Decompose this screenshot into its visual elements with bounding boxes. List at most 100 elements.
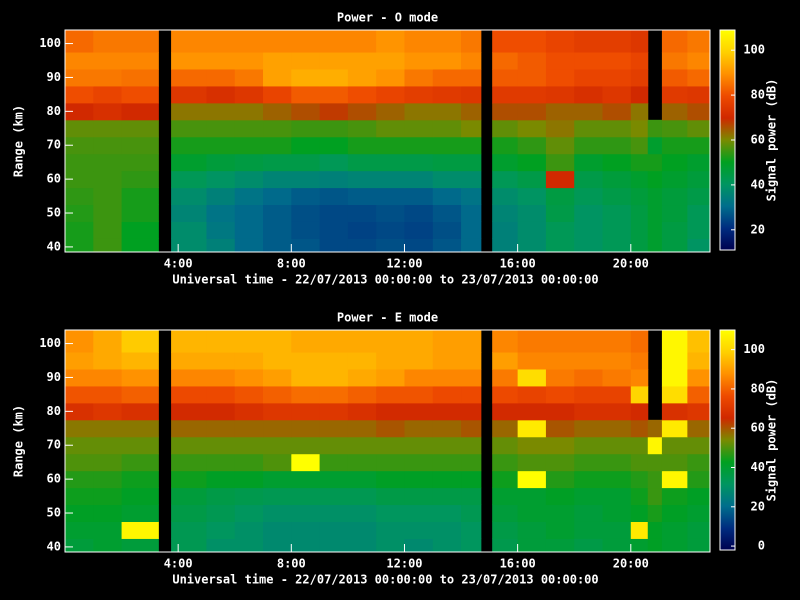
colorbar-tick-label: 40: [751, 177, 765, 191]
heat-cell: [65, 136, 94, 155]
heat-cell: [319, 487, 349, 506]
heat-cell: [206, 504, 236, 522]
heat-cell: [461, 453, 482, 472]
heat-cell: [263, 204, 292, 222]
heat-cell: [661, 538, 688, 552]
heat-cell: [65, 470, 94, 489]
heat-cell: [319, 504, 349, 522]
heat-cell: [263, 102, 292, 121]
y-tick-label: 70: [47, 138, 61, 152]
heat-cell: [661, 521, 688, 539]
cells: [65, 330, 710, 552]
heat-cell: [492, 238, 519, 252]
heat-cell: [647, 504, 663, 522]
heat-cell: [234, 385, 264, 404]
heat-cell: [647, 119, 663, 138]
heat-cell: [492, 453, 519, 472]
heat-cell: [517, 68, 547, 87]
heat-cell: [545, 419, 575, 438]
heat-cell: [121, 487, 159, 506]
heat-cell: [93, 238, 123, 252]
heat-cell: [65, 402, 94, 421]
heat-cell: [263, 330, 292, 353]
heat-cell: [291, 402, 321, 421]
heat-cell: [492, 52, 519, 70]
heat-cell: [263, 119, 292, 138]
heat-cell: [687, 204, 710, 222]
heat-cell: [263, 187, 292, 206]
heat-cell: [263, 385, 292, 404]
heat-cell: [630, 204, 649, 222]
heat-cell: [602, 119, 632, 138]
x-tick-label: 20:00: [613, 557, 649, 571]
heat-cell: [432, 30, 462, 53]
heat-cell: [492, 119, 519, 138]
heat-cell: [65, 487, 94, 506]
heat-cell: [630, 238, 649, 252]
heat-cell: [492, 402, 519, 421]
heat-cell: [347, 221, 377, 239]
heat-cell: [630, 368, 649, 387]
heat-cell: [347, 436, 377, 455]
heat-cell: [661, 402, 688, 421]
heat-cell: [545, 30, 575, 53]
heat-cell: [545, 538, 575, 552]
heat-cell: [319, 402, 349, 421]
heat-cell: [517, 136, 547, 155]
y-tick-label: 90: [47, 70, 61, 84]
heat-cell: [404, 170, 434, 189]
heat-cell: [206, 487, 236, 506]
heat-cell: [206, 187, 236, 206]
heat-cell: [517, 504, 547, 522]
heat-cell: [376, 52, 405, 70]
heat-cell: [602, 487, 632, 506]
heat-cell: [206, 368, 236, 387]
heat-cell: [661, 68, 688, 87]
heat-cell: [574, 504, 603, 522]
heat-cell: [121, 52, 159, 70]
heat-cell: [574, 221, 603, 239]
heat-cell: [432, 170, 462, 189]
heat-cell: [65, 330, 94, 353]
heat-cell: [404, 238, 434, 252]
heat-cell: [574, 352, 603, 370]
heat-cell: [630, 330, 649, 353]
heat-cell: [630, 85, 649, 104]
heat-cell: [602, 504, 632, 522]
heat-cell: [291, 204, 321, 222]
heat-cell: [432, 85, 462, 104]
heat-cell: [432, 521, 462, 539]
heat-cell: [574, 238, 603, 252]
heat-cell: [661, 352, 688, 370]
heat-cell: [206, 352, 236, 370]
heat-cell: [171, 352, 207, 370]
heat-cell: [630, 402, 649, 421]
heat-cell: [492, 521, 519, 539]
heat-cell: [291, 119, 321, 138]
heat-cell: [461, 102, 482, 121]
heat-cell: [206, 385, 236, 404]
heat-cell: [376, 402, 405, 421]
heat-cell: [171, 187, 207, 206]
heat-cell: [432, 470, 462, 489]
heat-cell: [687, 102, 710, 121]
heat-cell: [404, 330, 434, 353]
heat-cell: [376, 330, 405, 353]
heat-cell: [347, 102, 377, 121]
heat-cell: [93, 221, 123, 239]
heat-cell: [574, 330, 603, 353]
heat-cell: [206, 170, 236, 189]
heat-cell: [574, 85, 603, 104]
heat-cell: [461, 119, 482, 138]
heat-cell: [93, 352, 123, 370]
heat-cell: [319, 30, 349, 53]
heat-cell: [121, 85, 159, 104]
heat-cell: [545, 487, 575, 506]
heat-cell: [630, 453, 649, 472]
heat-cell: [376, 136, 405, 155]
heat-cell: [661, 85, 688, 104]
colorbar-tick-label: 20: [751, 499, 765, 513]
heat-cell: [291, 352, 321, 370]
heat-cell: [647, 204, 663, 222]
heat-cell: [65, 352, 94, 370]
